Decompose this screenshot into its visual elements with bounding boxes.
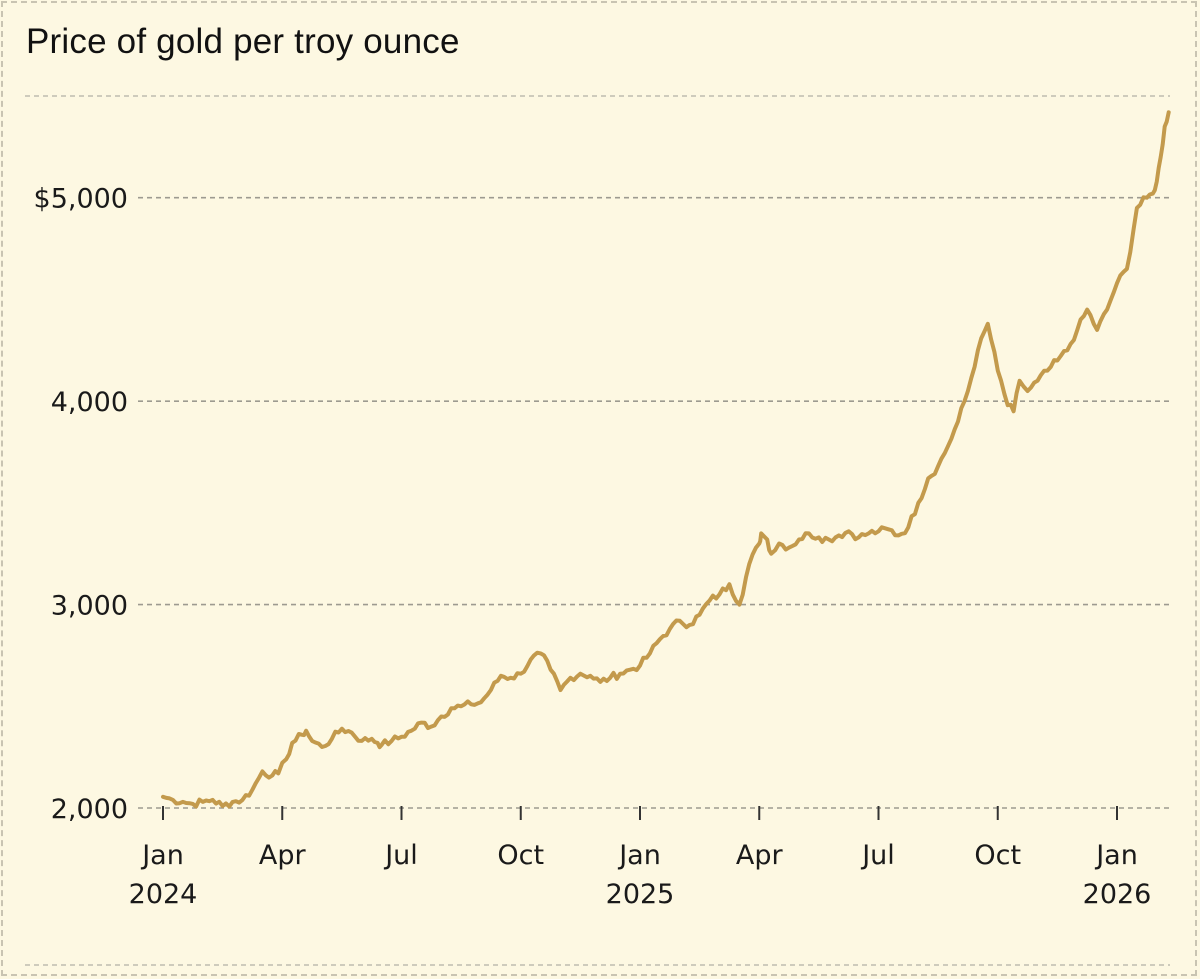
series-line-0 bbox=[161, 110, 1171, 809]
x-tick-label-3: Oct bbox=[497, 840, 544, 871]
chart-title: Price of gold per troy ounce bbox=[26, 22, 460, 61]
x-axis: Jan 2024 Apr Jul Oct Jan 2025 Apr Jul Oct Jan 2026 bbox=[129, 806, 1152, 910]
x-tick-year-0: 2024 bbox=[129, 879, 198, 910]
gridlines bbox=[25, 95, 1170, 966]
x-tick-label-4: Jan bbox=[617, 840, 661, 871]
x-tick-label-8: Jan bbox=[1094, 840, 1138, 871]
y-tick-label-2000: 2,000 bbox=[51, 794, 128, 825]
x-tick-year-4: 2025 bbox=[606, 879, 675, 910]
x-tick-label-6: Jul bbox=[860, 840, 895, 871]
x-tick-label-5: Apr bbox=[736, 840, 784, 871]
y-tick-label-3000: 3,000 bbox=[51, 591, 128, 622]
series-layer bbox=[161, 110, 1171, 809]
x-tick-year-8: 2026 bbox=[1083, 879, 1152, 910]
x-tick-label-2: Jul bbox=[383, 840, 418, 871]
x-tick-label-1: Apr bbox=[259, 840, 307, 871]
x-tick-label-7: Oct bbox=[974, 840, 1021, 871]
x-tick-label-0: Jan bbox=[140, 840, 184, 871]
y-tick-label-4000: 4,000 bbox=[51, 387, 128, 418]
y-axis-tick-labels: 2,000 3,000 4,000 $5,000 bbox=[34, 184, 128, 825]
y-tick-label-5000: $5,000 bbox=[34, 184, 128, 215]
